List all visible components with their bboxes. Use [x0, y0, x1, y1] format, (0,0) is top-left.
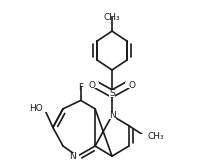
- Polygon shape: [78, 80, 83, 86]
- Text: F: F: [78, 83, 83, 92]
- Text: O: O: [89, 81, 96, 90]
- Polygon shape: [109, 112, 116, 119]
- Polygon shape: [140, 134, 155, 140]
- Polygon shape: [38, 106, 48, 112]
- Polygon shape: [105, 10, 119, 17]
- Text: CH₃: CH₃: [148, 132, 164, 141]
- Text: N: N: [69, 152, 76, 161]
- Polygon shape: [109, 90, 115, 97]
- Polygon shape: [125, 82, 131, 88]
- Text: HO: HO: [29, 104, 43, 113]
- Polygon shape: [93, 82, 99, 88]
- Polygon shape: [72, 153, 79, 159]
- Text: CH₃: CH₃: [104, 13, 120, 22]
- Text: N: N: [109, 111, 115, 120]
- Text: S: S: [109, 89, 115, 98]
- Text: O: O: [128, 81, 135, 90]
